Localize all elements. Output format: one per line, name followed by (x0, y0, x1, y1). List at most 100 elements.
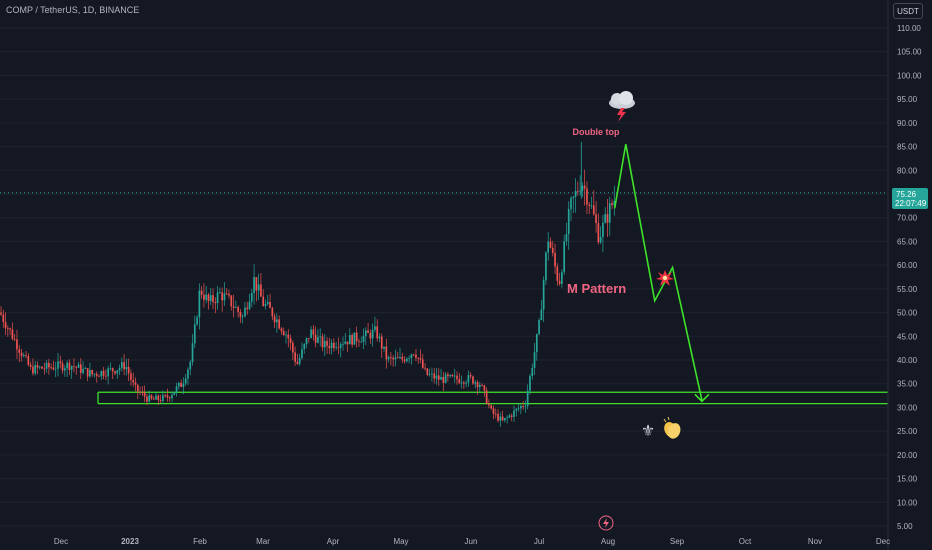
y-tick-label: 60.00 (897, 261, 918, 270)
candle-body (385, 346, 388, 360)
candle-body (504, 418, 506, 421)
currency-unit-button[interactable]: USDT (893, 3, 923, 19)
candle-body (567, 208, 570, 235)
double-top-label: Double top (573, 127, 620, 137)
candle-body (608, 203, 611, 223)
candle-body (522, 405, 524, 407)
candle-body (221, 292, 224, 301)
x-tick-label: Feb (193, 537, 207, 546)
candle-body (508, 415, 511, 418)
candle-body (440, 377, 442, 380)
x-tick-label: Dec (876, 537, 890, 546)
candle-body (27, 356, 30, 366)
candle-body (355, 332, 358, 342)
candle-body (95, 373, 98, 376)
candle-body (107, 368, 110, 377)
candle-body (45, 362, 48, 369)
candle-body (225, 293, 228, 295)
candle-body (11, 329, 14, 339)
candle-body (551, 247, 554, 254)
candle-body (529, 376, 531, 391)
candle-body (583, 185, 586, 189)
candle-body (453, 375, 456, 377)
candle-body (592, 205, 595, 215)
candle-body (212, 295, 214, 302)
candle-body (294, 352, 296, 362)
candle-body (383, 346, 385, 349)
candle-body (394, 357, 397, 360)
candle-body (337, 347, 340, 349)
candle-body (517, 408, 520, 410)
candle-body (540, 309, 543, 321)
candle-body (545, 252, 547, 281)
candle-body (554, 253, 556, 267)
candle-body (437, 375, 440, 380)
candle-body (168, 397, 171, 399)
candle-body (276, 319, 278, 323)
candle-body (289, 338, 292, 343)
candle-body (301, 349, 303, 358)
grid-lines (0, 27, 888, 527)
candle-body (18, 349, 21, 353)
candle-body (558, 280, 561, 284)
candle-body (494, 413, 497, 415)
candle-body (314, 334, 317, 343)
arrowhead (694, 393, 710, 403)
x-tick-label: Jul (534, 537, 544, 546)
candle-body (4, 322, 7, 329)
candle-body (506, 417, 509, 419)
candle-body (264, 303, 267, 306)
candle-body (474, 382, 477, 384)
candle-body (73, 366, 75, 367)
candle-body (485, 390, 488, 404)
candle-body (330, 342, 333, 349)
candle-body (84, 368, 87, 369)
candle-body (54, 368, 57, 370)
candle-body (132, 379, 135, 383)
candle-body (52, 367, 55, 370)
candle-body (244, 307, 246, 317)
candle-body (481, 384, 483, 386)
candle-body (317, 337, 319, 343)
candle-body (435, 375, 438, 379)
candle-body (171, 394, 173, 399)
candle-body (451, 374, 454, 377)
candle-body (442, 377, 445, 383)
candle-body (519, 405, 522, 409)
candle-body (307, 338, 310, 339)
candle-body (86, 368, 89, 377)
candle-body (189, 361, 192, 370)
y-tick-label: 30.00 (897, 403, 918, 412)
candle-body (374, 326, 376, 330)
candle-body (326, 340, 328, 346)
candle-body (63, 368, 66, 371)
candle-body (465, 382, 467, 384)
candle-body (424, 367, 426, 369)
candle-body (444, 374, 447, 383)
candle-body (547, 241, 550, 253)
candle-body (66, 362, 68, 369)
candle-body (570, 198, 572, 209)
candle-body (269, 302, 271, 309)
candle-body (533, 352, 536, 368)
candle-body (310, 329, 312, 339)
candle-body (191, 343, 194, 362)
candle-body (296, 361, 299, 364)
x-tick-label: 2023 (121, 537, 139, 546)
candle-body (542, 280, 545, 310)
m-pattern-label: M Pattern (567, 281, 626, 296)
candle-body (266, 302, 269, 304)
candle-body (376, 326, 379, 339)
candle-body (515, 408, 518, 411)
candle-body (447, 374, 449, 377)
candle-body (109, 368, 112, 369)
candle-body (362, 335, 365, 342)
candle-body (230, 295, 233, 307)
candle-body (273, 316, 276, 323)
lightning-circle-icon[interactable] (598, 515, 614, 531)
support-zone (97, 391, 888, 405)
symbol-header[interactable]: COMP / TetherUS, 1D, BINANCE (6, 5, 140, 15)
candle-body (483, 385, 486, 391)
candle-body (346, 341, 349, 345)
